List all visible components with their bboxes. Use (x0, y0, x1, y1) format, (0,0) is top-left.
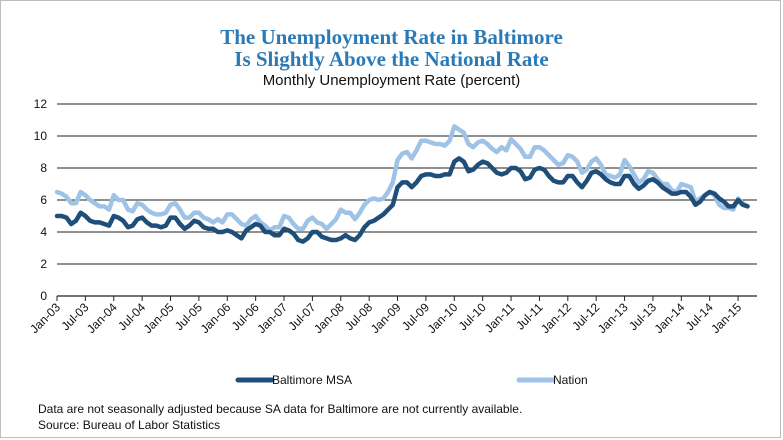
x-tick-label: Jan-09 (368, 300, 404, 336)
x-tick-label: Jan-13 (595, 300, 631, 336)
x-tick-label: Jan-05 (141, 300, 177, 336)
x-tick-label: Jan-06 (198, 300, 234, 336)
series-lines (54, 124, 750, 244)
chart-subtitle: Monthly Unemployment Rate (percent) (262, 72, 521, 89)
y-tick-label: 4 (40, 225, 47, 239)
y-tick-label: 10 (34, 129, 48, 143)
x-tick-label: Jan-03 (27, 300, 63, 336)
y-tick-label: 8 (40, 161, 47, 175)
y-tick-label: 6 (40, 193, 47, 207)
legend-label: Baltimore MSA (272, 373, 352, 387)
series-line-nation (54, 124, 750, 233)
footnote-source: Source: Bureau of Labor Statistics (38, 418, 221, 432)
x-tick-label: Jan-11 (482, 300, 517, 335)
footnote-note: Data are not seasonally adjusted because… (38, 402, 523, 416)
x-tick-label: Jan-12 (538, 300, 574, 336)
x-tick-label: Jan-08 (311, 300, 347, 336)
y-tick-label: 2 (40, 257, 47, 271)
chart-title-line2: Is Slightly Above the National Rate (234, 47, 549, 71)
chart-title-line1: The Unemployment Rate in Baltimore (220, 25, 563, 49)
y-axis-ticks: 0 2 4 6 8 10 12 (34, 97, 48, 303)
x-tick-label: Jan-04 (84, 300, 120, 336)
y-tick-label: 0 (40, 289, 47, 303)
x-tick-label: Jan-15 (708, 300, 744, 336)
grid-lines (57, 103, 757, 265)
legend: Baltimore MSA Nation (235, 373, 588, 387)
legend-label: Nation (553, 373, 588, 387)
y-tick-label: 12 (34, 97, 48, 111)
x-tick-label: Jan-07 (254, 300, 290, 336)
x-tick-label: Jan-14 (652, 300, 688, 336)
line-chart: 0 2 4 6 8 10 12 Jan-03Jul-03Jan-04Jul-04Jan-05… (27, 97, 757, 387)
series-line-baltimore-msa (54, 156, 750, 244)
x-tick-label: Jan-10 (425, 300, 461, 336)
x-axis-ticks: Jan-03Jul-03Jan-04Jul-04Jan-05Jul-05Jan-… (27, 296, 744, 336)
